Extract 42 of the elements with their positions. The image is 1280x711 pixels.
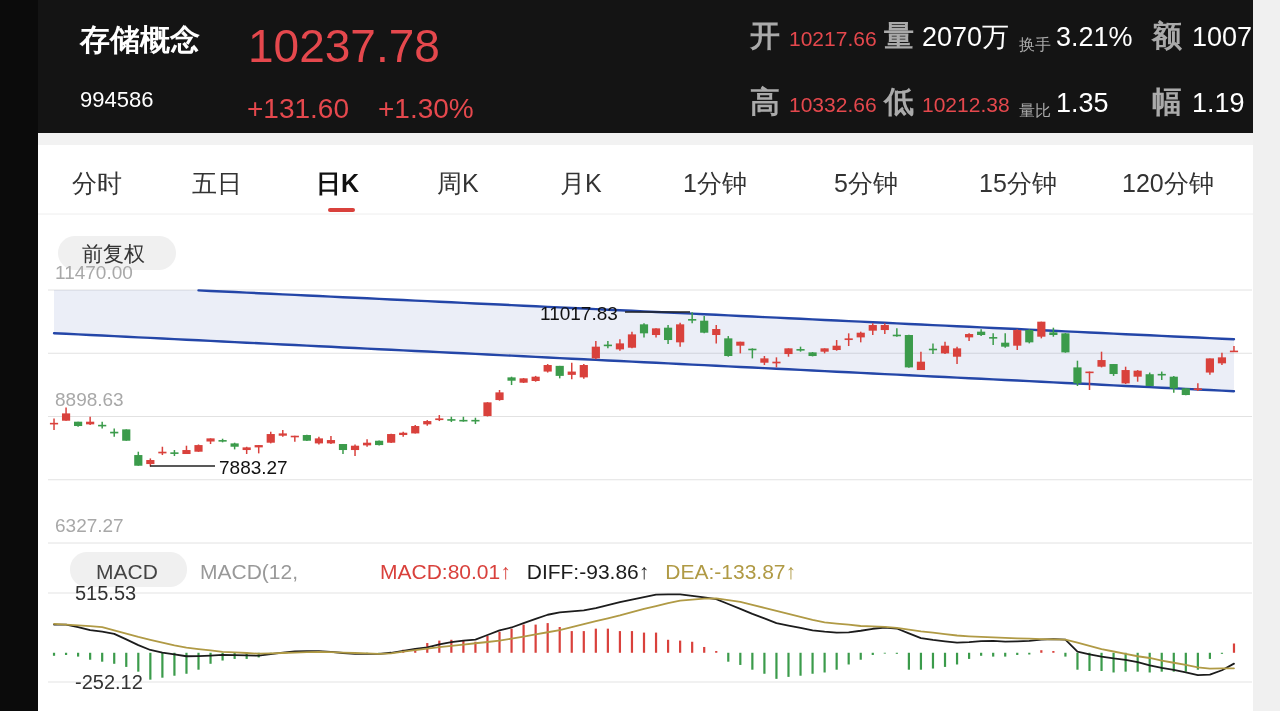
y-tick-label: -252.12 [75,671,143,693]
text: 2070万 [922,22,1010,52]
text: 月K [560,169,602,197]
y-tick-label: 8898.63 [55,388,124,410]
text: 10212.38 [922,93,1010,116]
text: 3.21% [1056,22,1133,52]
series-label: DEA:-133.87↑ [665,560,797,583]
text: 1007 [1192,22,1253,52]
annotation: 11017.83 [540,303,618,324]
text: 10332.66 [789,93,877,116]
text: +131.60 [247,93,349,124]
text: 1.35 [1056,88,1109,118]
text: 五日 [192,169,242,197]
text: 日K [316,169,360,197]
annotation: 7883.27 [219,457,288,478]
text: 量比 [1019,102,1051,119]
text: 分时 [72,169,122,197]
y-tick-label: 515.53 [75,582,137,604]
text: 15分钟 [979,169,1057,197]
text: 换手 [1019,36,1051,53]
text: 高 [750,85,780,118]
text: 5分钟 [834,169,898,197]
chart-title: 存储概念 [79,23,200,56]
text: 10237.78 [248,20,440,72]
text: 幅 [1152,85,1182,118]
text: 10217.66 [789,27,877,50]
text: +1.30% [378,93,474,124]
text: MACD(12, [200,560,299,583]
text: 1分钟 [683,169,747,197]
text: 开 [749,19,780,52]
text: 低 [883,85,914,118]
series-label: DIFF:-93.86↑ [526,560,650,583]
text: 量 [884,19,914,52]
text: 1.19 [1192,88,1245,118]
text: 994586 [80,87,154,112]
text: MACD:80.01↑ [380,560,511,583]
chart-title: MACD [96,560,158,583]
y-tick-label: 6327.27 [55,515,124,536]
text: 前复权 [82,242,145,265]
text: 额 [1151,19,1182,52]
text: 周K [437,169,479,197]
text: 120分钟 [1122,169,1214,197]
